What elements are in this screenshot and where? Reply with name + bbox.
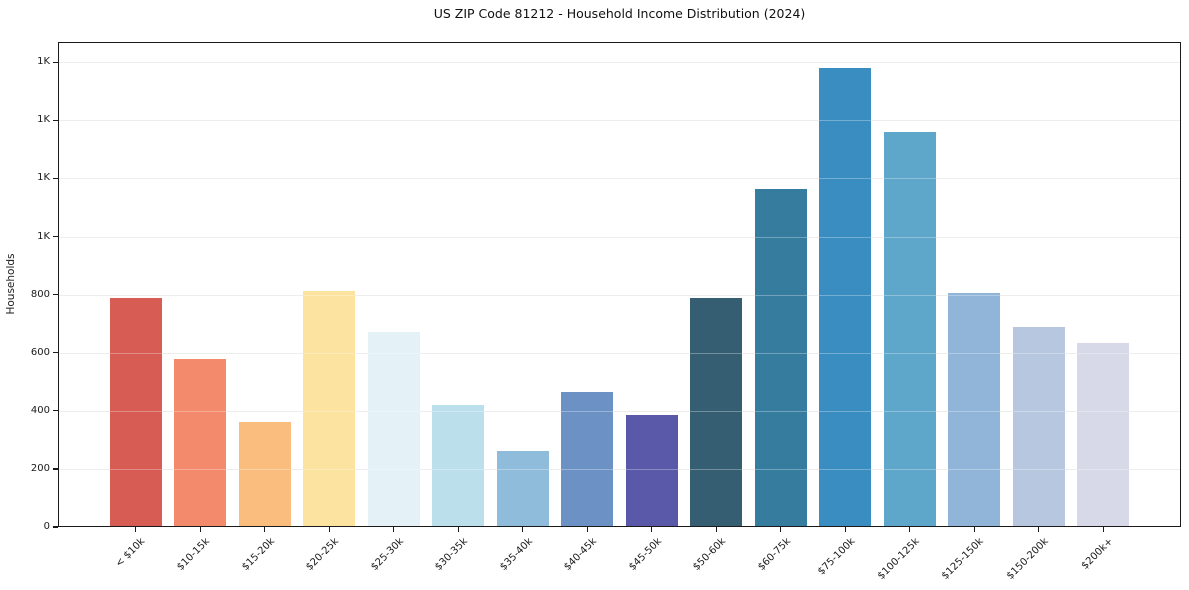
chart-title: US ZIP Code 81212 - Household Income Dis…	[433, 6, 806, 21]
x-tick-label: $125-150k	[940, 536, 987, 582]
y-tick-label: 200	[30, 462, 50, 474]
x-tick-mark	[1038, 527, 1040, 532]
gridline	[58, 352, 1181, 354]
y-tick-label: 1K	[37, 230, 50, 242]
x-tick-label: < $10k	[113, 536, 148, 570]
y-tick-mark	[53, 352, 58, 354]
x-tick-mark	[844, 527, 846, 532]
bar	[754, 188, 807, 527]
y-tick-label: 1K	[37, 114, 50, 126]
bar	[1012, 326, 1065, 527]
y-tick-label: 600	[30, 346, 50, 358]
y-tick-label: 400	[30, 404, 50, 416]
bar	[432, 405, 485, 527]
gridline	[58, 62, 1181, 64]
gridline	[58, 62, 1181, 64]
x-tick-mark	[328, 527, 330, 532]
x-tick-mark	[715, 527, 717, 532]
bar	[238, 421, 291, 527]
gridline	[58, 236, 1181, 238]
y-tick-mark	[53, 410, 58, 412]
x-tick-mark	[199, 527, 201, 532]
x-tick-label: $75-100k	[815, 536, 858, 578]
x-tick-label: $20-25k	[304, 536, 342, 573]
x-tick-label: $15-20k	[239, 536, 277, 573]
gridline	[58, 352, 1181, 354]
gridline	[58, 294, 1181, 296]
x-tick-mark	[135, 527, 137, 532]
plot-area	[58, 42, 1181, 527]
bar	[174, 359, 227, 527]
gridline	[58, 236, 1181, 238]
y-tick-label: 1K	[37, 56, 50, 68]
bar	[819, 68, 872, 527]
gridline	[58, 468, 1181, 470]
gridline	[58, 294, 1181, 296]
bar	[1077, 342, 1130, 527]
x-tick-label: $40-45k	[562, 536, 600, 573]
y-tick-label: 0	[43, 521, 50, 532]
bar	[367, 331, 420, 527]
bar	[883, 132, 936, 527]
x-tick-label: $25-30k	[368, 536, 406, 573]
x-tick-label: $60-75k	[755, 536, 793, 573]
x-tick-mark	[522, 527, 524, 532]
bar	[948, 293, 1001, 527]
y-tick-mark	[53, 235, 58, 238]
gridline	[58, 120, 1181, 122]
gridline	[58, 120, 1181, 122]
y-tick-mark	[53, 526, 58, 528]
gridline	[58, 410, 1181, 412]
x-tick-label: $150-200k	[1004, 536, 1051, 582]
x-tick-label: $200k+	[1079, 536, 1116, 572]
gridline	[58, 468, 1181, 470]
x-tick-mark	[264, 527, 266, 532]
gridline	[58, 178, 1181, 180]
x-tick-mark	[457, 527, 459, 532]
bar	[690, 298, 743, 527]
y-tick-mark	[53, 468, 58, 470]
x-tick-mark	[780, 527, 782, 532]
gridline	[58, 178, 1181, 180]
x-tick-label: $100-125k	[875, 536, 922, 582]
x-tick-mark	[651, 527, 653, 532]
x-tick-mark	[586, 527, 588, 532]
bars-container	[58, 42, 1181, 527]
x-tick-label: $35-40k	[497, 536, 535, 573]
gridline	[58, 410, 1181, 412]
y-tick-mark	[53, 177, 58, 180]
x-tick-mark	[393, 527, 395, 532]
gridlines-under	[58, 42, 1181, 527]
x-tick-mark	[909, 527, 911, 532]
y-tick-mark	[53, 61, 58, 63]
x-tick-mark	[973, 527, 975, 532]
x-tick-mark	[1102, 527, 1104, 532]
y-tick-label: 800	[30, 288, 50, 300]
x-tick-label: $30-35k	[433, 536, 471, 573]
bar	[561, 391, 614, 527]
bar	[496, 450, 549, 527]
bar	[303, 291, 356, 527]
x-tick-label: $45-50k	[626, 536, 664, 573]
x-tick-label: $10-15k	[175, 536, 213, 573]
bar	[109, 297, 162, 527]
bar	[625, 414, 678, 527]
gridlines-over	[58, 42, 1181, 527]
y-tick-label: 1K	[37, 172, 50, 184]
x-tick-label: $50-60k	[691, 536, 729, 573]
y-tick-mark	[53, 294, 58, 296]
y-tick-mark	[53, 119, 58, 121]
